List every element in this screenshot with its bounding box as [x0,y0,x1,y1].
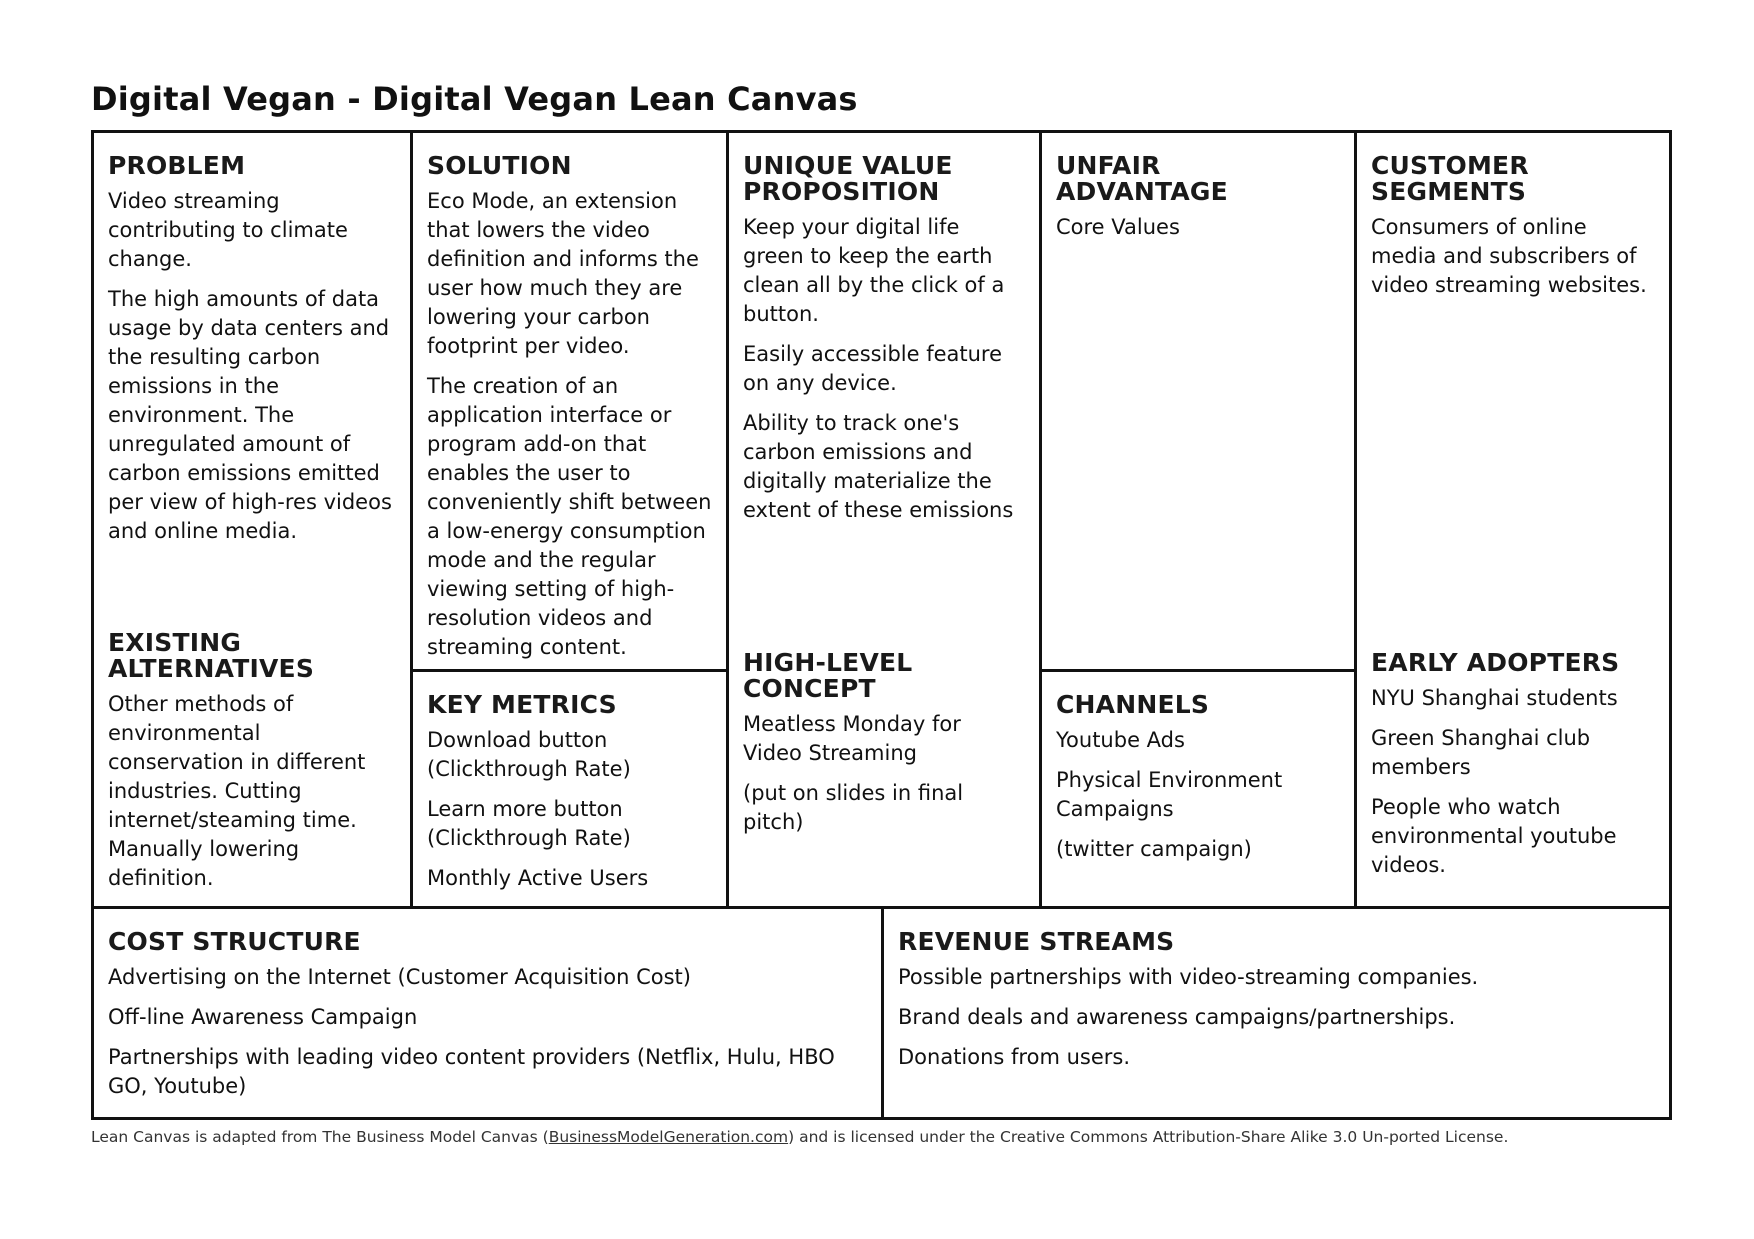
early-adopters-section: EARLY ADOPTERS NYU Shanghai students Gree… [1354,650,1669,906]
problem-heading: PROBLEM [108,151,246,180]
canvas-item: Physical Environment Campaigns [1056,768,1283,821]
early-adopters-items: NYU Shanghai students Green Shanghai club… [1371,684,1655,880]
unique-value-proposition-items: Keep your digital life green to keep the… [743,213,1025,525]
canvas-item: Ability to track one's carbon emissions … [743,411,1014,522]
canvas-item: Donations from users. [898,1045,1131,1069]
revenue-streams-section: REVENUE STREAMS Possible partnerships wi… [881,906,1669,1117]
unfair-advantage-section: UNFAIR ADVANTAGE Core Values [1039,133,1354,669]
cost-structure-heading: COST STRUCTURE [108,927,361,956]
canvas-item: (put on slides in final pitch) [743,781,964,834]
customer-segments-items: Consumers of online media and subscriber… [1371,213,1655,300]
canvas-item: Monthly Active Users [427,866,649,890]
canvas-item: Partnerships with leading video content … [108,1045,835,1098]
early-adopters-heading: EARLY ADOPTERS [1371,650,1620,677]
canvas-item: Download button (Clickthrough Rate) [427,728,631,781]
existing-alternatives-heading: EXISTING ALTERNATIVES [108,630,315,683]
solution-section: SOLUTION Eco Mode, an extension that low… [410,133,726,669]
unfair-advantage-heading: UNFAIR ADVANTAGE [1056,151,1228,206]
channels-section: CHANNELS Youtube Ads Physical Environment… [1039,669,1354,906]
canvas-item: The creation of an application interface… [427,374,712,659]
customer-segments-section: CUSTOMER SEGMENTS Consumers of online me… [1354,133,1669,650]
canvas-item: Learn more button (Clickthrough Rate) [427,797,631,850]
solution-items: Eco Mode, an extension that lowers the v… [427,187,712,662]
existing-alternatives-section: EXISTING ALTERNATIVES Other methods of e… [94,630,410,906]
canvas-item: Advertising on the Internet (Customer Ac… [108,965,691,989]
problem-items: Video streaming contributing to climate … [108,187,396,546]
canvas-item: Consumers of online media and subscriber… [1371,215,1647,297]
footer-prefix: Lean Canvas is adapted from The Business… [91,1128,549,1146]
canvas-item: Keep your digital life green to keep the… [743,215,1005,326]
canvas-item: Eco Mode, an extension that lowers the v… [427,189,699,358]
canvas-item: People who watch environmental youtube v… [1371,795,1617,877]
business-model-generation-link[interactable]: BusinessModelGeneration.com [548,1128,789,1146]
canvas-item: Brand deals and awareness campaigns/part… [898,1005,1456,1029]
high-level-concept-section: HIGH-LEVEL CONCEPT Meatless Monday for V… [726,650,1039,906]
key-metrics-heading: KEY METRICS [427,690,617,719]
canvas-item: Green Shanghai club members [1371,726,1591,779]
canvas-item: Possible partnerships with video-streami… [898,965,1479,989]
existing-alternatives-items: Other methods of environmental conservat… [108,690,396,893]
channels-heading: CHANNELS [1056,690,1210,719]
license-footer: Lean Canvas is adapted from The Business… [91,1128,1508,1146]
canvas-item: Easily accessible feature on any device. [743,342,1003,395]
revenue-streams-heading: REVENUE STREAMS [898,927,1175,956]
problem-section: PROBLEM Video streaming contributing to … [94,133,410,630]
cost-structure-section: COST STRUCTURE Advertising on the Intern… [94,906,881,1117]
cost-structure-items: Advertising on the Internet (Customer Ac… [108,963,867,1101]
canvas-item: Video streaming contributing to climate … [108,189,348,271]
customer-segments-heading: CUSTOMER SEGMENTS [1371,151,1529,206]
key-metrics-items: Download button (Clickthrough Rate) Learn… [427,726,712,893]
page-title: Digital Vegan - Digital Vegan Lean Canva… [91,80,858,118]
canvas-item: Off-line Awareness Campaign [108,1005,418,1029]
canvas-item: NYU Shanghai students [1371,686,1618,710]
unique-value-proposition-heading: UNIQUE VALUE PROPOSITION [743,151,953,206]
footer-suffix: ) and is licensed under the Creative Com… [788,1128,1509,1146]
canvas-item: The high amounts of data usage by data c… [108,287,392,543]
lean-canvas: PROBLEM Video streaming contributing to … [91,130,1672,1120]
unfair-advantage-items: Core Values [1056,213,1340,242]
solution-heading: SOLUTION [427,151,572,180]
canvas-item: Other methods of environmental conservat… [108,692,366,890]
canvas-item: (twitter campaign) [1056,837,1252,861]
canvas-item: Meatless Monday for Video Streaming [743,712,961,765]
high-level-concept-heading: HIGH-LEVEL CONCEPT [743,650,913,703]
key-metrics-section: KEY METRICS Download button (Clickthroug… [410,669,726,906]
unique-value-proposition-section: UNIQUE VALUE PROPOSITION Keep your digit… [726,133,1039,650]
canvas-item: Youtube Ads [1056,728,1185,752]
canvas-item: Core Values [1056,215,1180,239]
channels-items: Youtube Ads Physical Environment Campaign… [1056,726,1340,864]
high-level-concept-items: Meatless Monday for Video Streaming (put … [743,710,1025,837]
revenue-streams-items: Possible partnerships with video-streami… [898,963,1655,1072]
